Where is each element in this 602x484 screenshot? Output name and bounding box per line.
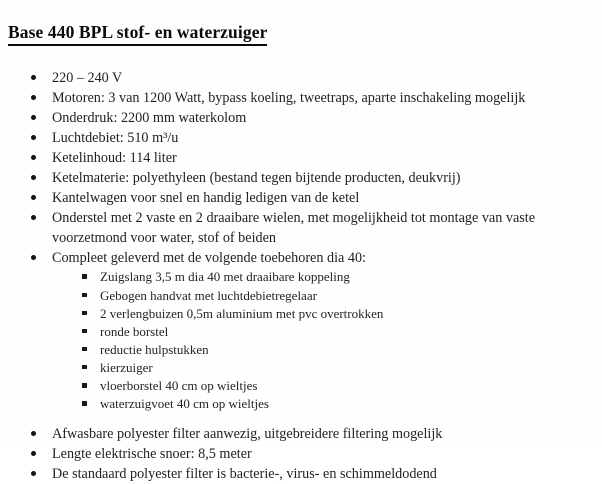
list-item: ronde borstel [0, 323, 602, 341]
list-item-label: 220 – 240 V [52, 70, 123, 87]
square-bullet-icon [82, 328, 87, 334]
list-item-accessories-header: Compleet geleverd met de volgende toebeh… [0, 248, 602, 268]
square-bullet-icon [82, 292, 87, 298]
list-item: Onderdruk: 2200 mm waterkolom [0, 108, 602, 128]
disc-bullet-icon [31, 195, 36, 201]
list-item-label: Onderdruk: 2200 mm waterkolom [52, 110, 247, 127]
specification-list: 220 – 240 V Motoren: 3 van 1200 Watt, by… [0, 68, 602, 268]
square-bullet-icon [82, 346, 87, 352]
specification-list-tail: Afwasbare polyester filter aanwezig, uit… [0, 424, 602, 484]
list-item-label: waterzuigvoet 40 cm op wieltjes [100, 396, 269, 412]
list-item-label: Motoren: 3 van 1200 Watt, bypass koeling… [52, 90, 526, 107]
square-bullet-icon [82, 401, 87, 406]
disc-bullet-icon [31, 431, 36, 437]
list-item: Ketelmaterie: polyethyleen (bestand tege… [0, 168, 602, 188]
square-bullet-icon [82, 274, 87, 279]
list-item: Afwasbare polyester filter aanwezig, uit… [0, 424, 602, 444]
disc-bullet-icon [31, 175, 36, 181]
list-item-label: 2 verlengbuizen 0,5m aluminium met pvc o… [100, 305, 384, 321]
disc-bullet-icon [31, 255, 36, 261]
list-item: kierzuiger [0, 359, 602, 377]
list-item: 2 verlengbuizen 0,5m aluminium met pvc o… [0, 305, 602, 323]
list-item: Gebogen handvat met luchtdebietregelaar [0, 287, 602, 305]
disc-bullet-icon [31, 215, 36, 221]
list-item-label: Gebogen handvat met luchtdebietregelaar [100, 287, 317, 303]
disc-bullet-icon [31, 115, 36, 121]
list-item: Lengte elektrische snoer: 8,5 meter [0, 444, 602, 464]
list-item-label: Onderstel met 2 vaste en 2 draaibare wie… [52, 210, 536, 247]
list-item-label: Ketelinhoud: 114 liter [52, 150, 177, 167]
page-title: Base 440 BPL stof- en waterzuiger [8, 22, 268, 46]
list-item: Ketelinhoud: 114 liter [0, 148, 602, 168]
list-item: Onderstel met 2 vaste en 2 draaibare wie… [0, 208, 602, 248]
list-item: Kantelwagen voor snel en handig ledigen … [0, 188, 602, 208]
list-item: Motoren: 3 van 1200 Watt, bypass koeling… [0, 88, 602, 108]
list-item: waterzuigvoet 40 cm op wieltjes [0, 395, 602, 413]
list-item: vloerborstel 40 cm op wieltjes [0, 377, 602, 395]
title-container: Base 440 BPL stof- en waterzuiger [0, 0, 602, 57]
list-item-label: Lengte elektrische snoer: 8,5 meter [52, 446, 252, 463]
list-item-label: reductie hulpstukken [100, 341, 209, 357]
disc-bullet-icon [31, 135, 36, 141]
list-item: Zuigslang 3,5 m dia 40 met draaibare kop… [0, 268, 602, 286]
list-item-label: Ketelmaterie: polyethyleen (bestand tege… [52, 170, 461, 187]
list-item-label: Zuigslang 3,5 m dia 40 met draaibare kop… [100, 269, 350, 285]
list-item-label: Kantelwagen voor snel en handig ledigen … [52, 190, 360, 207]
disc-bullet-icon [31, 75, 36, 81]
list-item-label: Luchtdebiet: 510 m³/u [52, 130, 179, 147]
square-bullet-icon [82, 383, 87, 388]
accessories-list: Zuigslang 3,5 m dia 40 met draaibare kop… [0, 268, 602, 413]
disc-bullet-icon [31, 471, 36, 477]
list-item: De standaard polyester filter is bacteri… [0, 464, 602, 484]
square-bullet-icon [82, 364, 87, 370]
list-item-label: Afwasbare polyester filter aanwezig, uit… [52, 426, 443, 443]
disc-bullet-icon [31, 95, 36, 101]
disc-bullet-icon [31, 155, 36, 161]
list-item: Luchtdebiet: 510 m³/u [0, 128, 602, 148]
list-item-label: vloerborstel 40 cm op wieltjes [100, 378, 258, 393]
list-item-label: De standaard polyester filter is bacteri… [52, 466, 437, 483]
list-item-label: ronde borstel [100, 323, 169, 339]
list-item-label: kierzuiger [100, 359, 153, 375]
square-bullet-icon [82, 310, 87, 316]
disc-bullet-icon [31, 451, 36, 457]
list-item-label: Compleet geleverd met de volgende toebeh… [52, 250, 366, 267]
list-item: 220 – 240 V [0, 68, 602, 88]
list-item: reductie hulpstukken [0, 341, 602, 359]
